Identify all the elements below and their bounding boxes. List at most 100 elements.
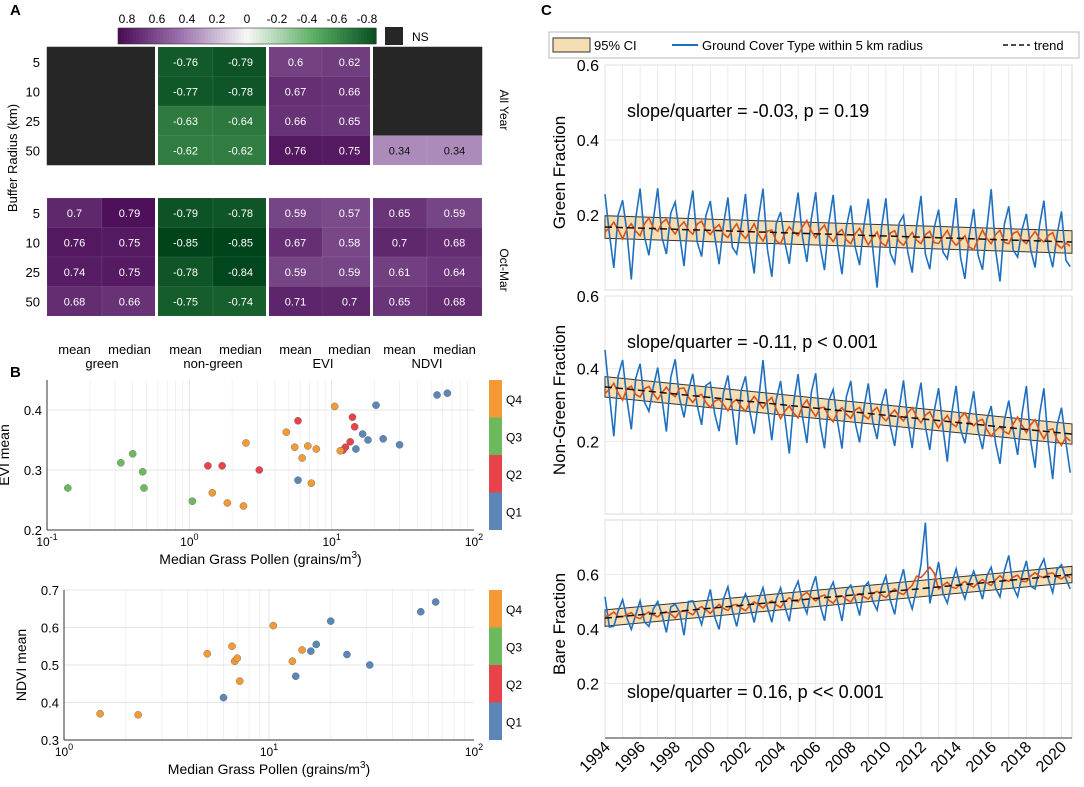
quarter-legend-swatch [489,665,502,703]
heatmap-cell-value: 0.75 [119,267,140,279]
colorbar-segment [343,28,347,44]
timeseries-legend: 95% CI Ground Cover Type within 5 km rad… [548,31,1080,59]
colorbar-segment [355,28,359,44]
quarter-legend-label: Q4 [506,603,522,617]
colorbar-tick-label: -0.4 [297,12,318,26]
scatter-point [291,672,300,681]
colorbar-segment [253,28,257,44]
x-tick-label: 102 [465,532,483,549]
colorbar-segment [118,28,122,44]
section-separator [45,188,485,196]
scatter-point [63,484,72,492]
quarter-legend-label: Q4 [506,393,522,407]
quarter-legend-swatch [489,380,502,418]
legend-box [548,31,1080,59]
heatmap-cell [101,105,158,136]
section-label-all-year: All Year [497,90,511,131]
year-label: 2008 [822,739,859,776]
heatmap-cell-value: 0.65 [339,116,360,128]
scatter-point [138,467,147,476]
slope-annotation: slope/quarter = 0.16, p << 0.001 [627,682,884,702]
scatter-point [282,428,291,437]
quarter-legend-label: Q1 [506,505,522,519]
colorbar-tick-label: -0.2 [267,12,288,26]
colorbar-segment [340,28,344,44]
colorbar-segment [316,28,320,44]
heatmap-row-label: 50 [26,143,40,158]
scatter-point [312,640,321,649]
heatmap-cell-value: -0.78 [228,208,253,220]
colorbar-segment [268,28,272,44]
scatter-point [372,401,380,410]
heatmap-group-label: non-green [183,356,242,371]
year-label: 1998 [647,739,684,776]
colorbar-segment [283,28,287,44]
scatter-point [358,430,367,438]
heatmap-cell [101,197,158,228]
heatmap-cell [371,286,428,317]
legend-ci-swatch [552,37,591,53]
y-tick-label: 0.2 [577,208,599,225]
heatmap-cell-value: -0.64 [228,116,253,128]
evi-scatter-plot: 0.2 0.3 0.4 10-1 100 101 102 Median Grass Polle… [0,380,522,567]
colorbar-segment [322,28,326,44]
ns-swatch [385,27,403,45]
scatter-point [326,617,335,625]
heatmap-cell-value: 0.58 [339,237,360,249]
scatter-point [379,434,387,443]
heatmap-cell-value: 0.59 [339,267,360,279]
heatmap-cell [426,76,483,107]
year-label: 2006 [787,739,824,776]
smoothed-series-line [604,216,1071,251]
colorbar-segment [238,28,242,44]
scatter-point [365,661,374,669]
quarter-legend-label: Q3 [506,430,522,444]
quarter-legend-label: Q2 [506,678,522,692]
heatmap-cell-value: 0.64 [444,267,465,279]
heatmap-cell [371,227,428,258]
colorbar-segment [373,28,377,44]
heatmap-cell-value: 0.62 [339,57,360,69]
heatmap-group-label: EVI [313,356,334,371]
scatter-point [312,445,321,453]
heatmap-cell [46,286,103,317]
heatmap-cell [212,135,269,166]
heatmap-cell-value: 0.34 [389,145,410,157]
colorbar-segment [145,28,149,44]
quarter-legend-swatch [489,417,502,455]
colorbar-segment [229,28,233,44]
colorbar-segment [280,28,284,44]
x-tick-label: 100 [180,532,198,549]
heatmap-cell-value: 0.59 [285,267,306,279]
y-tick-label: 0.4 [577,622,599,639]
heatmap-cell-value: 0.67 [285,237,306,249]
heatmap-cell [267,197,324,228]
heatmap-cell [101,46,158,77]
legend-trend-label: trend [1034,38,1064,53]
colorbar: 0.8 0.6 0.4 0.2 0 -0.2 -0.4 -0.6 -0.8 [117,12,378,45]
panel-a-heatmap: 0.8 0.6 0.4 0.2 0 -0.2 -0.4 -0.6 -0.8 NS Buffer … [5,12,511,371]
year-label: 2012 [893,739,930,776]
heatmap-column-label: mean [169,342,202,357]
quarterly-series-line [604,522,1071,636]
colorbar-segment [142,28,146,44]
year-label: 1994 [577,739,614,776]
heatmap-column-label: mean [58,342,91,357]
scatter-point [336,446,345,455]
timeseries-panel-green: 0.2 0.4 0.6 slope/quarter = -0.03, p = 0.19… [550,58,1073,291]
heatmap-row-label: 5 [33,206,40,221]
y-tick-label: 0.6 [41,621,59,636]
colorbar-segment [250,28,254,44]
heatmap-cell [157,197,214,228]
heatmap-cell-value: 0.76 [64,237,85,249]
quarter-legend-label: Q2 [506,468,522,482]
scatter-point [288,657,297,666]
colorbar-segment [160,28,164,44]
heatmap-cell [426,256,483,287]
trend-line [604,573,1073,619]
panel-label-a: A [10,2,21,19]
heatmap-cell-value: -0.77 [173,86,198,98]
heatmap-cell-value: 0.59 [285,208,306,220]
colorbar-segment [199,28,203,44]
colorbar-tick-label: 0 [244,12,251,26]
